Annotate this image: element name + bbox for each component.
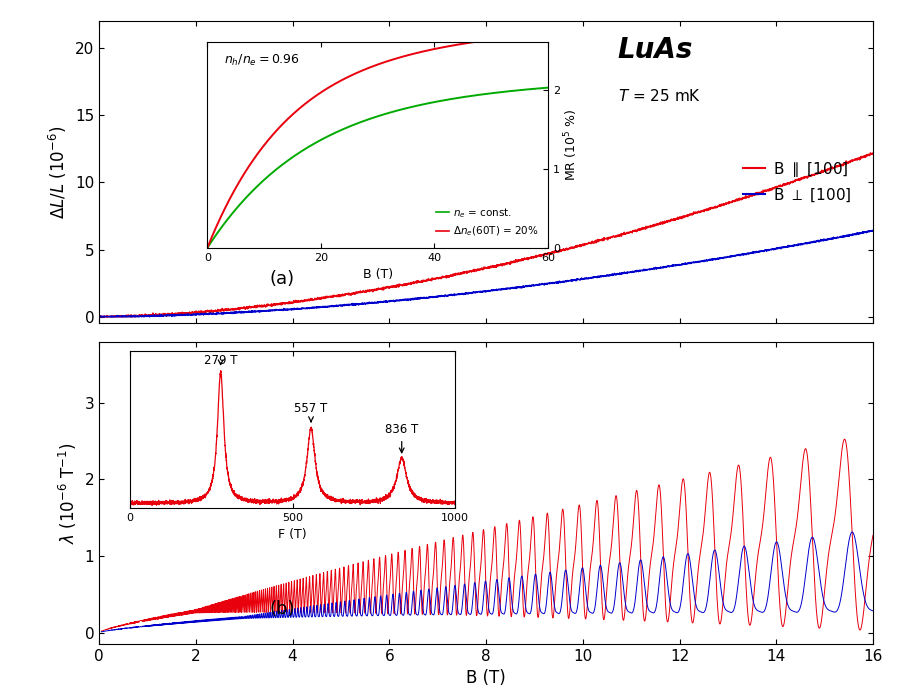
Legend: B $\parallel$ [100], B $\perp$ [100]: B $\parallel$ [100], B $\perp$ [100] [736, 154, 858, 210]
Y-axis label: $\lambda$ (10$^{-6}$ T$^{-1}$): $\lambda$ (10$^{-6}$ T$^{-1}$) [57, 442, 79, 544]
X-axis label: B (T): B (T) [466, 669, 506, 687]
Y-axis label: $\Delta L/L$ (10$^{-6}$): $\Delta L/L$ (10$^{-6}$) [47, 125, 69, 219]
Text: (a): (a) [269, 270, 294, 288]
Text: LuAs: LuAs [617, 36, 693, 64]
Text: $T$ = 25 mK: $T$ = 25 mK [617, 88, 701, 104]
Text: (b): (b) [269, 600, 295, 618]
